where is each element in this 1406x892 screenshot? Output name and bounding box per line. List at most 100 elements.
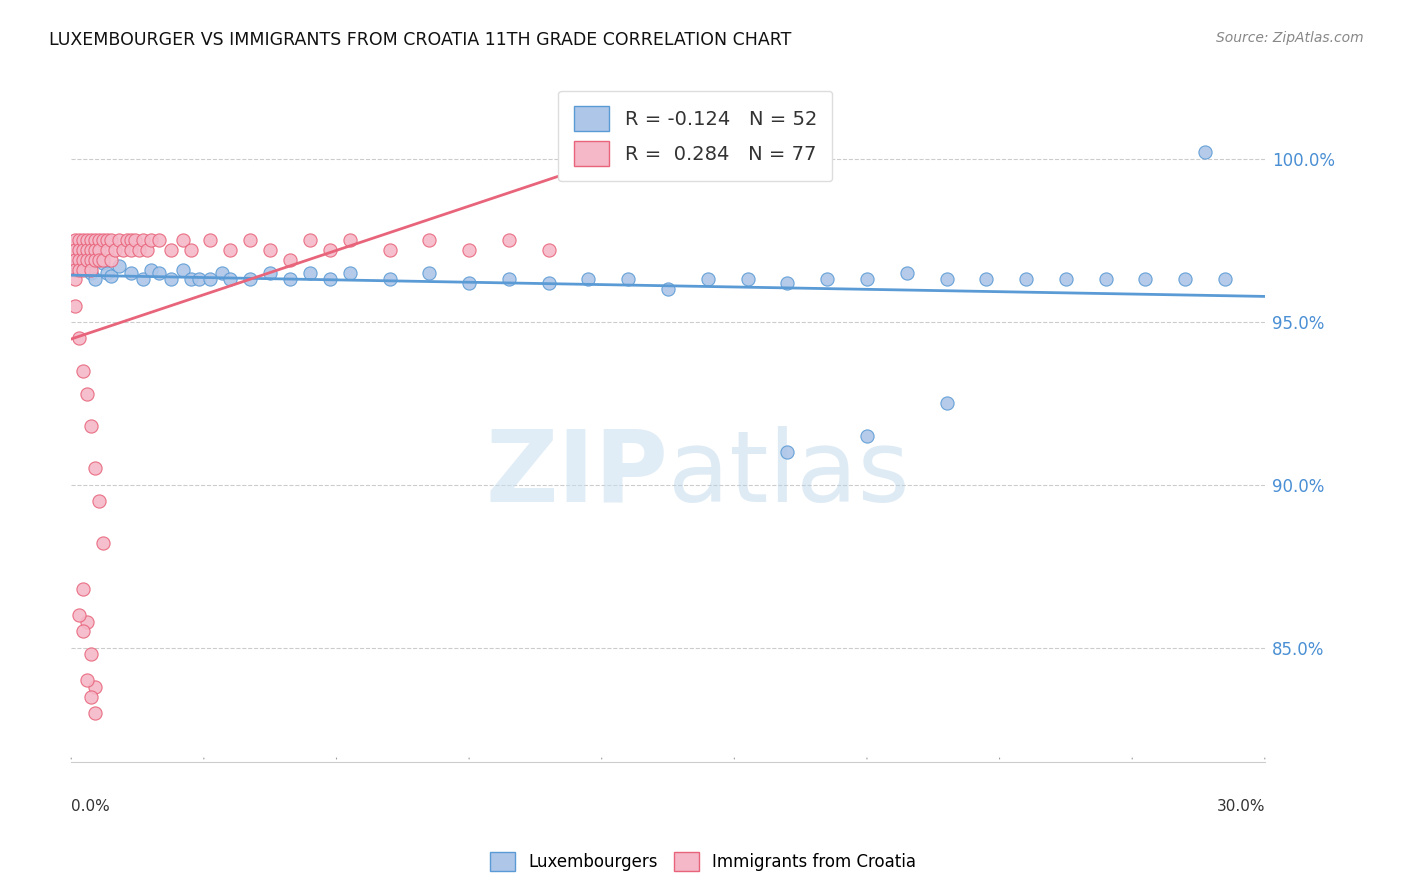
Point: [1094, 272, 1116, 286]
Point: [776, 445, 799, 459]
Point: [104, 243, 127, 257]
Point: [84, 461, 107, 475]
Point: [278, 272, 301, 286]
Point: [378, 272, 401, 286]
Point: [537, 243, 560, 257]
Point: [498, 272, 520, 286]
Text: ZIP: ZIP: [485, 425, 668, 523]
Point: [80, 690, 103, 704]
Point: [935, 272, 957, 286]
Point: [96, 243, 118, 257]
Point: [458, 243, 481, 257]
Point: [63, 243, 86, 257]
Point: [72, 364, 94, 378]
Point: [80, 252, 103, 267]
Point: [120, 266, 142, 280]
Point: [72, 233, 94, 247]
Point: [63, 260, 86, 274]
Point: [180, 272, 202, 286]
Point: [298, 233, 321, 247]
Point: [657, 282, 679, 296]
Point: [76, 615, 98, 629]
Point: [67, 243, 90, 257]
Point: [80, 266, 103, 280]
Point: [67, 252, 90, 267]
Point: [111, 243, 134, 257]
Point: [172, 262, 194, 277]
Point: [108, 260, 131, 274]
Point: [159, 243, 181, 257]
Point: [67, 243, 90, 257]
Point: [378, 243, 401, 257]
Point: [72, 262, 94, 277]
Point: [84, 233, 107, 247]
Point: [200, 233, 222, 247]
Point: [87, 494, 110, 508]
Point: [776, 276, 799, 290]
Point: [737, 272, 759, 286]
Point: [91, 256, 114, 270]
Point: [339, 233, 361, 247]
Point: [148, 233, 170, 247]
Point: [96, 233, 118, 247]
Point: [108, 233, 131, 247]
Point: [211, 266, 233, 280]
Point: [80, 262, 103, 277]
Point: [1213, 272, 1236, 286]
Point: [896, 266, 918, 280]
Text: 30.0%: 30.0%: [1216, 799, 1265, 814]
Point: [67, 608, 90, 623]
Point: [135, 243, 157, 257]
Point: [120, 243, 142, 257]
Point: [80, 647, 103, 661]
Point: [418, 266, 440, 280]
Point: [132, 233, 155, 247]
Point: [537, 276, 560, 290]
Point: [139, 233, 162, 247]
Point: [87, 243, 110, 257]
Point: [72, 243, 94, 257]
Point: [124, 233, 146, 247]
Point: [172, 233, 194, 247]
Point: [298, 266, 321, 280]
Point: [67, 233, 90, 247]
Point: [84, 706, 107, 720]
Point: [239, 272, 262, 286]
Point: [1174, 272, 1197, 286]
Point: [132, 272, 155, 286]
Point: [319, 272, 342, 286]
Point: [159, 272, 181, 286]
Point: [1194, 145, 1216, 160]
Point: [76, 243, 98, 257]
Point: [72, 624, 94, 639]
Point: [80, 419, 103, 434]
Point: [617, 272, 640, 286]
Point: [80, 243, 103, 257]
Point: [76, 386, 98, 401]
Point: [84, 243, 107, 257]
Point: [1135, 272, 1157, 286]
Text: atlas: atlas: [668, 425, 910, 523]
Point: [578, 272, 600, 286]
Text: LUXEMBOURGER VS IMMIGRANTS FROM CROATIA 11TH GRADE CORRELATION CHART: LUXEMBOURGER VS IMMIGRANTS FROM CROATIA …: [49, 31, 792, 49]
Point: [67, 331, 90, 345]
Point: [319, 243, 342, 257]
Point: [100, 233, 122, 247]
Point: [63, 272, 86, 286]
Point: [935, 396, 957, 410]
Point: [76, 252, 98, 267]
Point: [91, 233, 114, 247]
Point: [1054, 272, 1077, 286]
Point: [63, 262, 86, 277]
Point: [458, 276, 481, 290]
Legend: R = -0.124   N = 52, R =  0.284   N = 77: R = -0.124 N = 52, R = 0.284 N = 77: [558, 91, 832, 181]
Point: [498, 233, 520, 247]
Point: [278, 252, 301, 267]
Point: [259, 266, 281, 280]
Point: [219, 272, 242, 286]
Point: [67, 262, 90, 277]
Point: [115, 233, 138, 247]
Text: 0.0%: 0.0%: [72, 799, 110, 814]
Point: [100, 269, 122, 284]
Point: [219, 243, 242, 257]
